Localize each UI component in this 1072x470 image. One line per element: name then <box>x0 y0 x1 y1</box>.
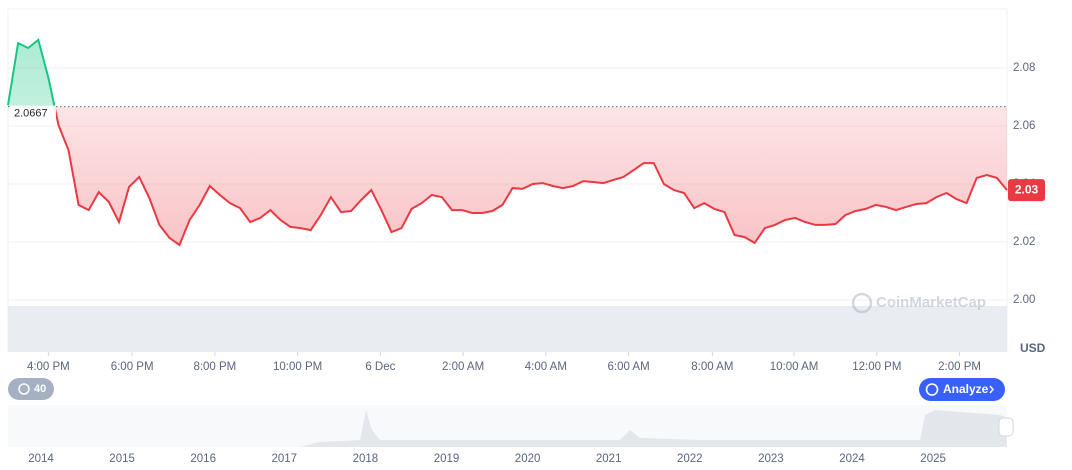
navigator-year-label: 2023 <box>758 453 784 465</box>
area-down <box>8 106 1007 245</box>
navigator-year-label: 2022 <box>677 453 703 465</box>
navigator-year-label: 2017 <box>272 453 298 465</box>
price-badge-bg <box>1008 179 1045 202</box>
history-button[interactable] <box>8 378 54 400</box>
y-tick-label: 2.02 <box>1013 236 1035 248</box>
navigator-year-label: 2015 <box>109 453 135 465</box>
x-tick-label: 6 Dec <box>365 361 395 373</box>
navigator-year-label: 2016 <box>190 453 216 465</box>
price-line-down <box>53 106 1008 247</box>
navigator-year-label: 2021 <box>596 453 622 465</box>
analyze-button-label[interactable]: Analyze <box>943 382 989 396</box>
watermark: CoinMarketCap <box>851 292 986 314</box>
currency-label: USD <box>1020 341 1046 355</box>
y-tick-label: 2.00 <box>1013 294 1035 306</box>
x-tick-label: 2:00 PM <box>938 361 981 373</box>
x-tick-label: 6:00 PM <box>111 361 154 373</box>
analyze-button[interactable] <box>919 378 1005 401</box>
history-icon <box>18 383 30 395</box>
analyze-icon <box>925 383 939 396</box>
navigator-handle[interactable] <box>998 417 1014 437</box>
navigator-year-label: 2014 <box>28 453 54 465</box>
y-tick-label: 2.08 <box>1013 62 1035 74</box>
x-tick-label: 12:00 PM <box>852 361 901 373</box>
x-tick-label: 8:00 PM <box>193 361 236 373</box>
navigator-year-label: 2025 <box>920 453 946 465</box>
y-tick-label: 2.06 <box>1013 120 1035 132</box>
navigator-year-label: 2024 <box>839 453 865 465</box>
baseline-label: 2.0667 <box>14 107 48 119</box>
navigator-year-label: 2020 <box>515 453 541 465</box>
navigator-area <box>8 410 1007 447</box>
baseline-label-bg <box>10 105 56 122</box>
x-tick-label: 2:00 AM <box>442 361 484 373</box>
x-tick-label: 4:00 AM <box>525 361 567 373</box>
analyze-arrow <box>989 385 994 394</box>
watermark-logo <box>851 292 873 314</box>
x-tick-label: 10:00 PM <box>273 361 322 373</box>
x-tick-label: 6:00 AM <box>607 361 649 373</box>
x-tick-label: 8:00 AM <box>691 361 733 373</box>
area-up <box>8 39 55 107</box>
navigator-year-label: 2018 <box>353 453 379 465</box>
x-tick-label: 10:00 AM <box>770 361 819 373</box>
history-button-label[interactable]: 40 <box>34 383 46 395</box>
price-badge: 2.03 <box>1015 182 1039 196</box>
watermark-text: CoinMarketCap <box>876 294 986 311</box>
navigator-year-label: 2019 <box>434 453 460 465</box>
x-tick-label: 4:00 PM <box>27 361 70 373</box>
volume-area <box>8 306 1007 352</box>
